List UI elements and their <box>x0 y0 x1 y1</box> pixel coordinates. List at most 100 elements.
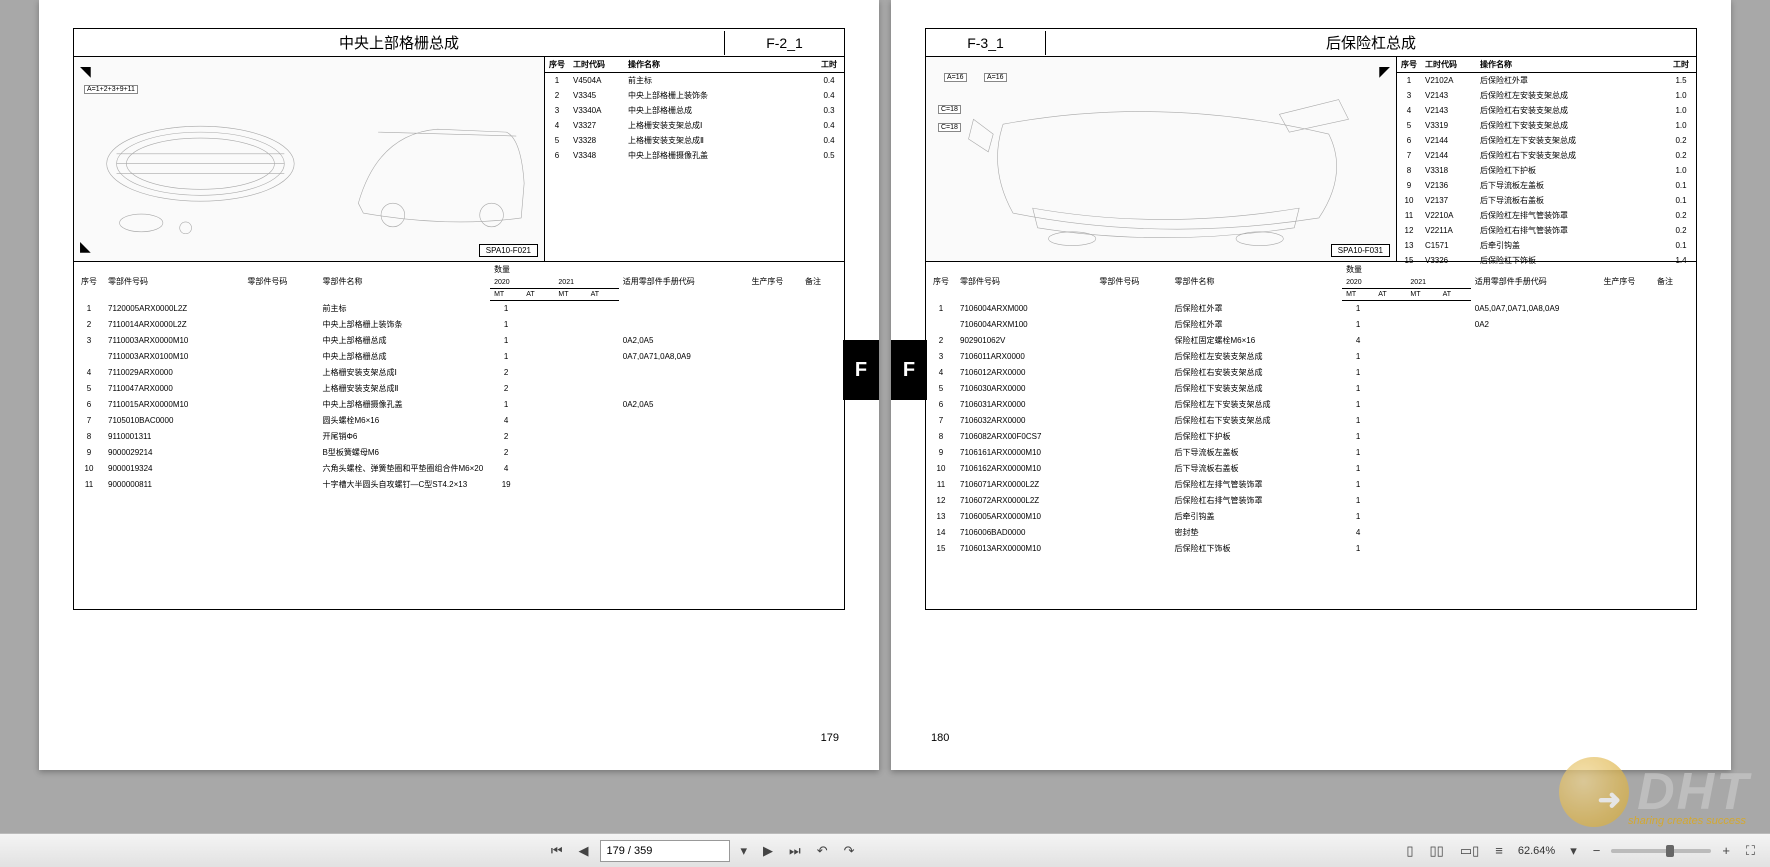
ops-row: 1V4504A前主标0.4 <box>545 73 844 89</box>
dropdown-button[interactable]: ▾ <box>736 841 753 861</box>
ops-row: 5V3319后保险杠下安装支架总成1.0 <box>1397 118 1696 133</box>
col-code: 工时代码 <box>569 57 624 73</box>
h-at: AT <box>1374 289 1406 301</box>
ops-row: 2V3345中央上部格栅上装饰条0.4 <box>545 88 844 103</box>
col-seq: 序号 <box>1397 57 1421 73</box>
fullscreen-button[interactable]: ⛶ <box>1741 841 1760 861</box>
col-name: 操作名称 <box>624 57 814 73</box>
watermark-subtitle: sharing creates success <box>1628 815 1746 827</box>
h-at: AT <box>587 289 619 301</box>
h-name: 零部件名称 <box>318 262 490 301</box>
parts-row: 127106072ARX0000L2Z后保险杠右排气管装饰罩1 <box>926 493 1696 509</box>
zoom-slider[interactable] <box>1611 849 1711 853</box>
h-qty: 数量 <box>490 262 619 277</box>
h-mt: MT <box>1342 289 1374 301</box>
grille-sketch <box>82 65 536 257</box>
parts-row: 117106071ARX0000L2Z后保险杠左排气管装饰罩1 <box>926 477 1696 493</box>
pdf-toolbar: ⏮ ◀ ▾ ▶ ⏭ ↶ ↷ ▯ ▯▯ ▭▯ ≡ 62.64% ▾ − + ⛶ <box>0 833 1770 867</box>
view-book-button[interactable]: ▭▯ <box>1455 841 1484 861</box>
page-left: 中央上部格栅总成 F-2_1 ◥ ◣ A=1+2+3+9+11 <box>39 0 879 770</box>
title-row: F-3_1 后保险杠总成 <box>926 29 1696 57</box>
col-time: 工时 <box>814 57 844 73</box>
col-seq: 序号 <box>545 57 569 73</box>
rotate-left-button[interactable]: ↶ <box>812 841 833 861</box>
parts-row: 97106161ARX0000M10后下导流板左盖板1 <box>926 445 1696 461</box>
ops-row: 11V2210A后保险杠左排气管装饰罩0.2 <box>1397 208 1696 223</box>
ops-row: 7V2144后保险杠右下安装支架总成0.2 <box>1397 148 1696 163</box>
parts-section: 序号 零部件号码 零部件号码 零部件名称 数量 适用零部件手册代码 生产序号 备… <box>74 262 844 608</box>
h-2021: 2021 <box>1406 277 1470 289</box>
first-page-button[interactable]: ⏮ <box>546 841 568 861</box>
parts-row: 77105010BAC0000圆头螺栓M6×164 <box>74 413 844 429</box>
title-row: 中央上部格栅总成 F-2_1 <box>74 29 844 57</box>
h-at: AT <box>522 289 554 301</box>
h-prod: 生产序号 <box>747 262 801 301</box>
parts-row: 37106011ARX0000后保险杠左安装支架总成1 <box>926 349 1696 365</box>
operations-table: 序号 工时代码 操作名称 工时 1V4504A前主标0.42V3345中央上部格… <box>544 57 844 261</box>
parts-row: 109000019324六角头螺栓、弹簧垫圈和平垫圈组合件M6×204 <box>74 461 844 477</box>
h-pn2: 零部件号码 <box>1095 262 1170 301</box>
prev-page-button[interactable]: ◀ <box>574 841 594 861</box>
h-mt: MT <box>1406 289 1438 301</box>
ops-row: 13C1571后牵引钩盖0.1 <box>1397 238 1696 253</box>
parts-row: 147106006BAD0000密封垫4 <box>926 525 1696 541</box>
next-page-button[interactable]: ▶ <box>758 841 778 861</box>
parts-row: 17120005ARX0000L2Z前主标1 <box>74 301 844 317</box>
h-2020: 2020 <box>490 277 554 289</box>
page-title: 后保险杠总成 <box>1046 32 1696 53</box>
dropdown-button[interactable]: ▾ <box>1565 841 1582 861</box>
parts-row: 119000000811十字槽大半圆头自攻螺钉—C型ST4.2×1319 <box>74 477 844 493</box>
parts-row: 67110015ARX0000M10中央上部格栅摄像孔盖10A2,0A5 <box>74 397 844 413</box>
parts-row: 57110047ARX0000上格栅安装支架总成Ⅱ2 <box>74 381 844 397</box>
ops-row: 3V3340A中央上部格栅总成0.3 <box>545 103 844 118</box>
parts-row: 7110003ARX0100M10中央上部格栅总成10A7,0A71,0A8,0… <box>74 349 844 365</box>
ops-row: 6V3348中央上部格栅摄像孔盖0.5 <box>545 148 844 163</box>
page-code: F-2_1 <box>724 31 844 55</box>
page-title: 中央上部格栅总成 <box>74 32 724 53</box>
zoom-value: 62.64% <box>1514 845 1559 857</box>
parts-row: 157106013ARX0000M10后保险杠下饰板1 <box>926 541 1696 557</box>
parts-table: 序号 零部件号码 零部件号码 零部件名称 数量 适用零部件手册代码 生产序号 备… <box>926 262 1696 557</box>
page-viewer: 中央上部格栅总成 F-2_1 ◥ ◣ A=1+2+3+9+11 <box>0 0 1770 790</box>
parts-row: 107106162ARX0000M10后下导流板右盖板1 <box>926 461 1696 477</box>
h-pn: 零部件号码 <box>104 262 243 301</box>
last-page-button[interactable]: ⏭ <box>784 841 806 861</box>
ops-row: 4V3327上格栅安装支架总成Ⅰ0.4 <box>545 118 844 133</box>
ops-row: 12V2211A后保险杠右排气管装饰罩0.2 <box>1397 223 1696 238</box>
section-tab: F <box>891 340 927 400</box>
parts-row: 27110014ARX0000L2Z中央上部格栅上装饰条1 <box>74 317 844 333</box>
parts-row: 77106032ARX0000后保险杠右下安装支架总成1 <box>926 413 1696 429</box>
bumper-sketch <box>934 65 1388 257</box>
zoom-out-button[interactable]: − <box>1588 841 1606 860</box>
ops-row: 6V2144后保险杠左下安装支架总成0.2 <box>1397 133 1696 148</box>
col-time: 工时 <box>1666 57 1696 73</box>
parts-row: 37110003ARX0000M10中央上部格栅总成10A2,0A5 <box>74 333 844 349</box>
upper-section: ◤ A=16 A=16 C=18 C=18 SPA10-F031 <box>926 57 1696 262</box>
view-facing-button[interactable]: ▯▯ <box>1425 841 1449 861</box>
watermark-text: DHT <box>1637 762 1750 822</box>
ops-row: 15V3326后保险杠下饰板1.4 <box>1397 253 1696 268</box>
parts-row: 99000029214B型板簧螺母M62 <box>74 445 844 461</box>
parts-row: 137106005ARX0000M10后牵引钩盖1 <box>926 509 1696 525</box>
zoom-in-button[interactable]: + <box>1717 841 1735 860</box>
h-pn2: 零部件号码 <box>243 262 318 301</box>
exploded-diagram: ◥ ◣ A=1+2+3+9+11 <box>74 57 544 261</box>
arrow-icon: ➜ <box>1598 783 1621 816</box>
ops-row: 5V3328上格栅安装支架总成Ⅱ0.4 <box>545 133 844 148</box>
col-code: 工时代码 <box>1421 57 1476 73</box>
diagram-code: SPA10-F021 <box>479 244 538 257</box>
page-right: F-3_1 后保险杠总成 ◤ A=16 A=16 C=18 C=18 <box>891 0 1731 770</box>
rotate-right-button[interactable]: ↷ <box>839 841 860 861</box>
page-input[interactable] <box>600 840 730 862</box>
diagram-code: SPA10-F031 <box>1331 244 1390 257</box>
page-number: 180 <box>931 732 949 744</box>
h-apply: 适用零部件手册代码 <box>619 262 748 301</box>
page-frame: 中央上部格栅总成 F-2_1 ◥ ◣ A=1+2+3+9+11 <box>73 28 845 610</box>
view-continuous-button[interactable]: ≡ <box>1490 841 1508 860</box>
view-single-button[interactable]: ▯ <box>1401 841 1418 861</box>
h-mt: MT <box>554 289 586 301</box>
h-at: AT <box>1439 289 1471 301</box>
h-mt: MT <box>490 289 522 301</box>
watermark-circle: ➜ <box>1559 757 1629 827</box>
ops-row: 4V2143后保险杠右安装支架总成1.0 <box>1397 103 1696 118</box>
